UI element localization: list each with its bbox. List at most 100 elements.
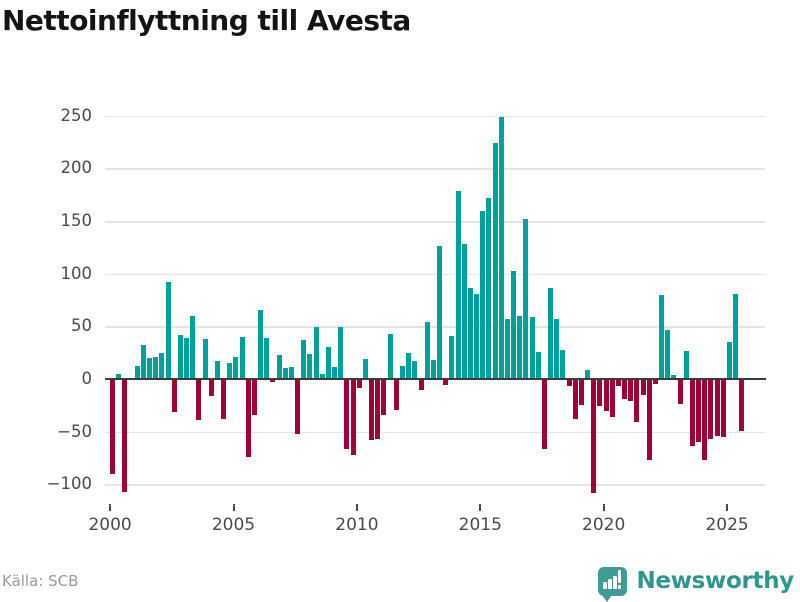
- bar: [239, 336, 245, 379]
- bar: [190, 315, 196, 379]
- bar: [585, 369, 591, 379]
- bar: [486, 197, 492, 379]
- bar: [640, 380, 646, 396]
- bar: [387, 333, 393, 379]
- bar: [122, 380, 128, 492]
- bar: [467, 288, 473, 379]
- bar: [511, 270, 517, 379]
- bar-chart: 250 200 150 100 50 0 −50 −100 2000 2005 2010 2015 2…: [0, 96, 800, 540]
- brand-lockup: Newsworthy: [598, 563, 794, 602]
- bar: [560, 349, 566, 379]
- bar: [529, 316, 535, 379]
- bar: [295, 380, 301, 435]
- bar: [412, 361, 418, 379]
- bar: [165, 282, 171, 379]
- bar: [344, 380, 350, 449]
- bar: [720, 380, 726, 438]
- bar: [184, 337, 190, 379]
- bar: [424, 322, 430, 379]
- bar: [603, 380, 609, 411]
- bar: [652, 380, 658, 384]
- bar: [671, 374, 677, 379]
- page-title: Nettoinflyttning till Avesta: [2, 4, 411, 37]
- bar: [461, 244, 467, 379]
- bar: [430, 360, 436, 379]
- bar: [208, 380, 214, 397]
- bar: [535, 351, 541, 379]
- bar: [523, 219, 529, 379]
- x-tick-mark: [602, 504, 605, 511]
- bar: [171, 380, 177, 412]
- bar: [628, 380, 634, 402]
- bar: [622, 380, 628, 400]
- bar: [615, 380, 621, 386]
- bar: [449, 335, 455, 379]
- bar: [350, 380, 356, 456]
- bar: [609, 380, 615, 418]
- bar: [739, 380, 745, 431]
- y-tick-label: 100: [60, 263, 93, 283]
- bar: [233, 356, 239, 379]
- bar: [147, 357, 153, 379]
- bar: [362, 359, 368, 379]
- gridline: [105, 431, 765, 434]
- bar: [356, 380, 362, 388]
- bar: [338, 327, 344, 379]
- bar: [270, 380, 276, 383]
- y-tick-label: −50: [57, 421, 92, 441]
- gridline: [105, 326, 765, 328]
- bar: [282, 368, 288, 379]
- bar: [597, 380, 603, 406]
- bar: [301, 340, 307, 379]
- x-tick-label: 2000: [88, 515, 132, 535]
- bar: [437, 246, 442, 379]
- bar: [498, 116, 504, 379]
- zero-axis-line: [105, 377, 766, 381]
- bar: [393, 380, 399, 410]
- bar: [591, 380, 597, 494]
- y-tick-label: 150: [60, 211, 93, 231]
- bar: [313, 327, 319, 379]
- bar: [733, 293, 739, 379]
- bar: [251, 380, 257, 416]
- bar: [443, 380, 449, 385]
- bar: [714, 380, 720, 437]
- x-tick-mark: [726, 504, 729, 511]
- bar: [325, 347, 331, 379]
- bar: [202, 339, 208, 379]
- gridline: [105, 484, 765, 486]
- bar: [276, 354, 282, 379]
- bar: [140, 345, 146, 379]
- bar: [319, 373, 325, 379]
- bar: [708, 380, 714, 440]
- bar: [214, 361, 220, 379]
- bar: [702, 380, 708, 461]
- bar: [665, 329, 671, 379]
- bar: [474, 293, 480, 379]
- bar: [572, 380, 578, 420]
- bar: [480, 210, 486, 379]
- bar: [258, 309, 264, 379]
- bar: [369, 380, 375, 441]
- bar: [541, 380, 547, 449]
- bar: [659, 294, 665, 379]
- bar: [221, 380, 227, 420]
- bar: [683, 350, 689, 379]
- bar: [689, 380, 695, 446]
- bar: [566, 380, 572, 386]
- x-tick-label: 2005: [211, 515, 256, 535]
- bar: [578, 380, 584, 405]
- bar: [196, 380, 202, 421]
- bar: [677, 380, 683, 404]
- bar: [177, 334, 183, 379]
- bar: [517, 315, 523, 379]
- gridline: [105, 168, 765, 170]
- y-tick-label: 50: [71, 316, 92, 336]
- bar: [455, 190, 461, 379]
- bar: [727, 342, 732, 379]
- y-tick-label: 0: [81, 369, 93, 388]
- bar: [134, 366, 140, 379]
- x-tick-mark: [479, 504, 482, 511]
- bar: [406, 352, 412, 379]
- y-tick-label: −100: [46, 474, 92, 494]
